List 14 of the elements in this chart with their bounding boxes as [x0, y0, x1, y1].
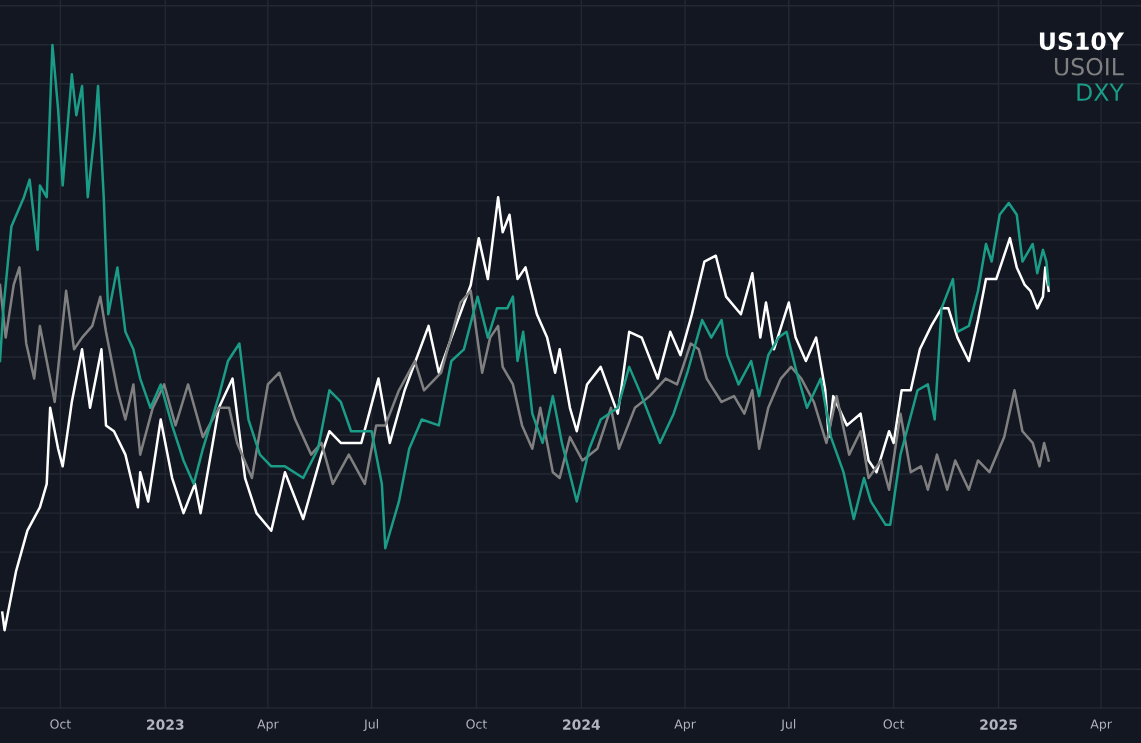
- x-tick-label: Apr: [257, 719, 279, 732]
- text: USOIL: [1054, 57, 1124, 76]
- x-tick-label: Jul: [363, 719, 378, 732]
- x-tick-label: 2024: [563, 719, 601, 730]
- x-tick-label: 2025: [980, 719, 1017, 730]
- x-tick-label: Oct: [466, 719, 487, 729]
- x-tick-label: Oct: [50, 719, 71, 729]
- x-tick-label: 2023: [147, 719, 184, 730]
- text: DXY: [1077, 83, 1124, 101]
- x-tick-label: Oct: [883, 719, 905, 729]
- x-tick-label: Jul: [780, 719, 796, 732]
- x-tick-label: Apr: [674, 719, 696, 732]
- x-tick-label: Apr: [1090, 719, 1112, 732]
- text: US10Y: [1039, 32, 1125, 51]
